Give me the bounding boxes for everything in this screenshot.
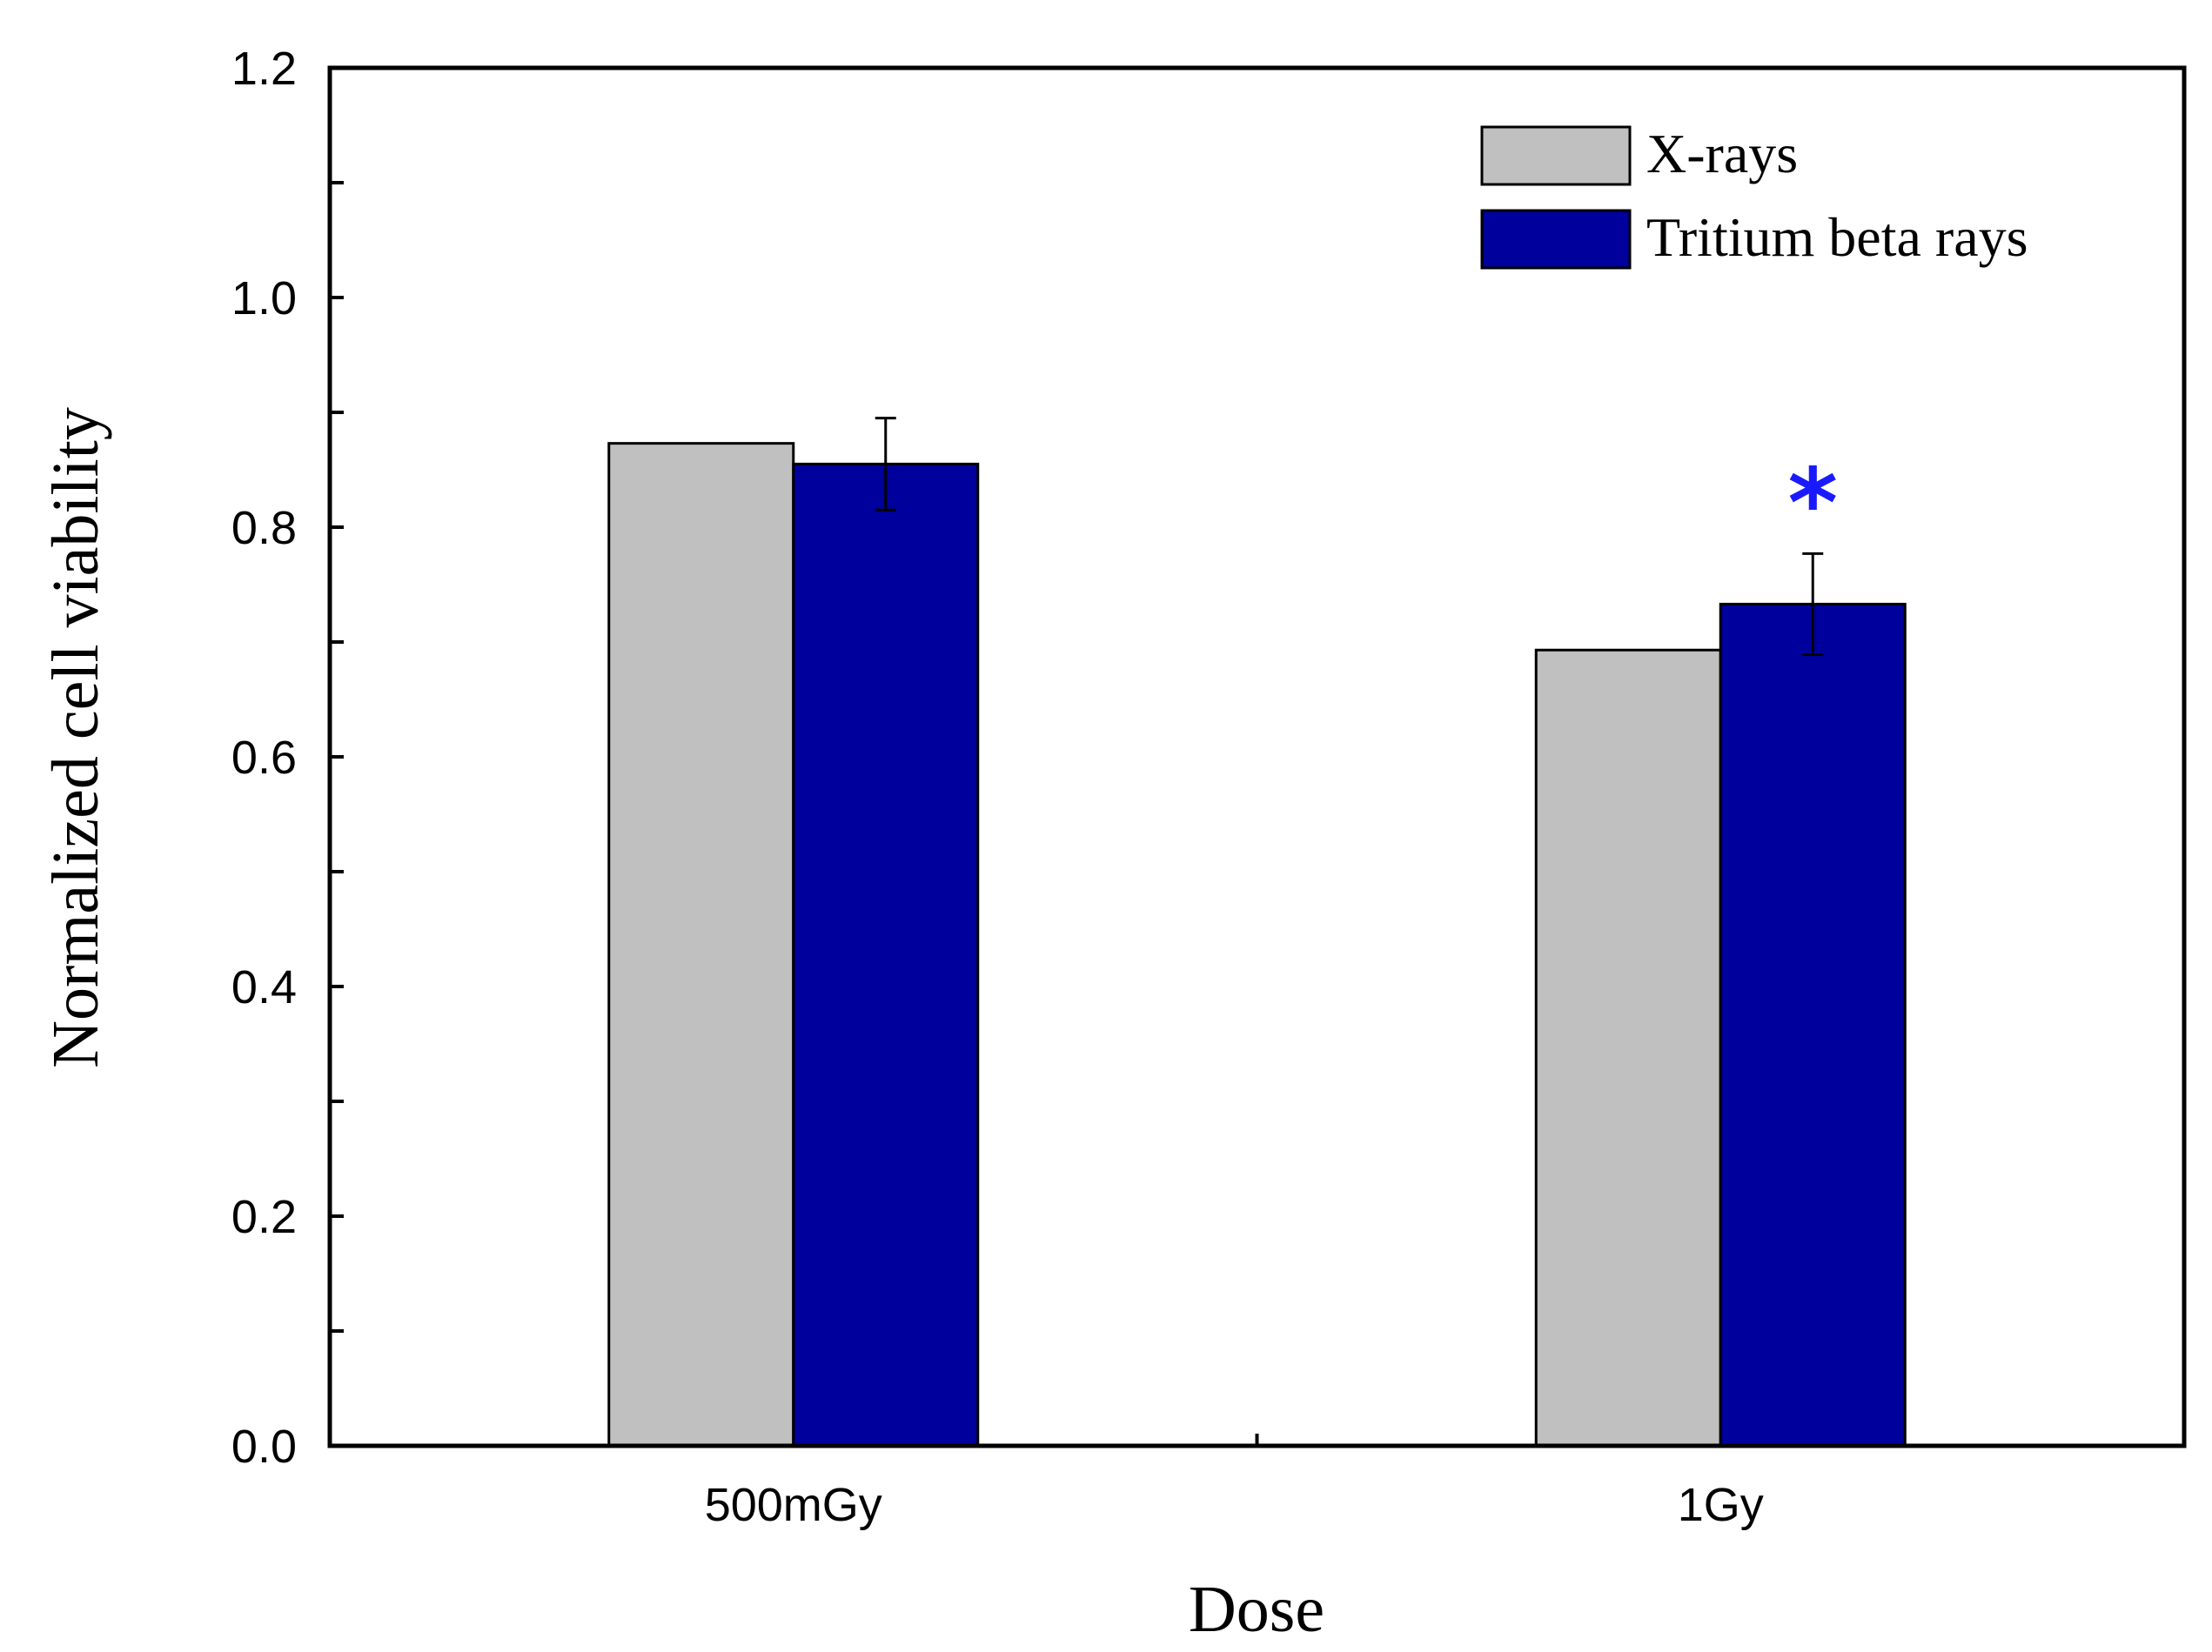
legend: X-rays Tritium beta rays: [1480, 123, 2028, 270]
bar-x-rays-1gy: [1534, 648, 1722, 1448]
bar-tritium-beta-rays-1gy: [1719, 602, 1907, 1448]
bar-tritium-beta-rays-500mgy: [792, 462, 980, 1448]
bar-x-rays-500mgy: [607, 442, 795, 1448]
legend-swatch-tritium: [1480, 209, 1632, 270]
axis-ticks-layer: 500mGy 1Gy 0.0 0.2 0.4 0.6 0.8 1.0 1.2: [231, 43, 1764, 1531]
error-bar-tritium-beta-rays-500mgy: [875, 417, 896, 512]
x-tick-label: 500mGy: [705, 1479, 882, 1531]
bars-layer: [607, 442, 1907, 1448]
x-tick-label: 1Gy: [1678, 1479, 1764, 1531]
y-tick-label: 1.2: [231, 43, 297, 95]
y-tick-label: 0.2: [231, 1191, 297, 1243]
y-tick-label: 1.0: [231, 272, 297, 324]
y-tick-label: 0.0: [231, 1421, 297, 1473]
error-bar-tritium-beta-rays-1gy: [1802, 552, 1824, 657]
significance-marker: *: [1787, 447, 1838, 558]
legend-label-x-rays: X-rays: [1646, 123, 1798, 184]
y-tick-label: 0.8: [231, 502, 297, 554]
y-tick-label: 0.4: [231, 961, 297, 1013]
legend-label-tritium: Tritium beta rays: [1646, 206, 2028, 268]
y-tick-label: 0.6: [231, 732, 297, 784]
y-axis-title: Normalized cell viability: [39, 407, 112, 1068]
x-axis-title: Dose: [1189, 1573, 1324, 1646]
legend-swatch-x-rays: [1480, 125, 1632, 186]
annotation-layer: *: [1787, 447, 1838, 558]
error-bars-layer: [875, 417, 1824, 657]
